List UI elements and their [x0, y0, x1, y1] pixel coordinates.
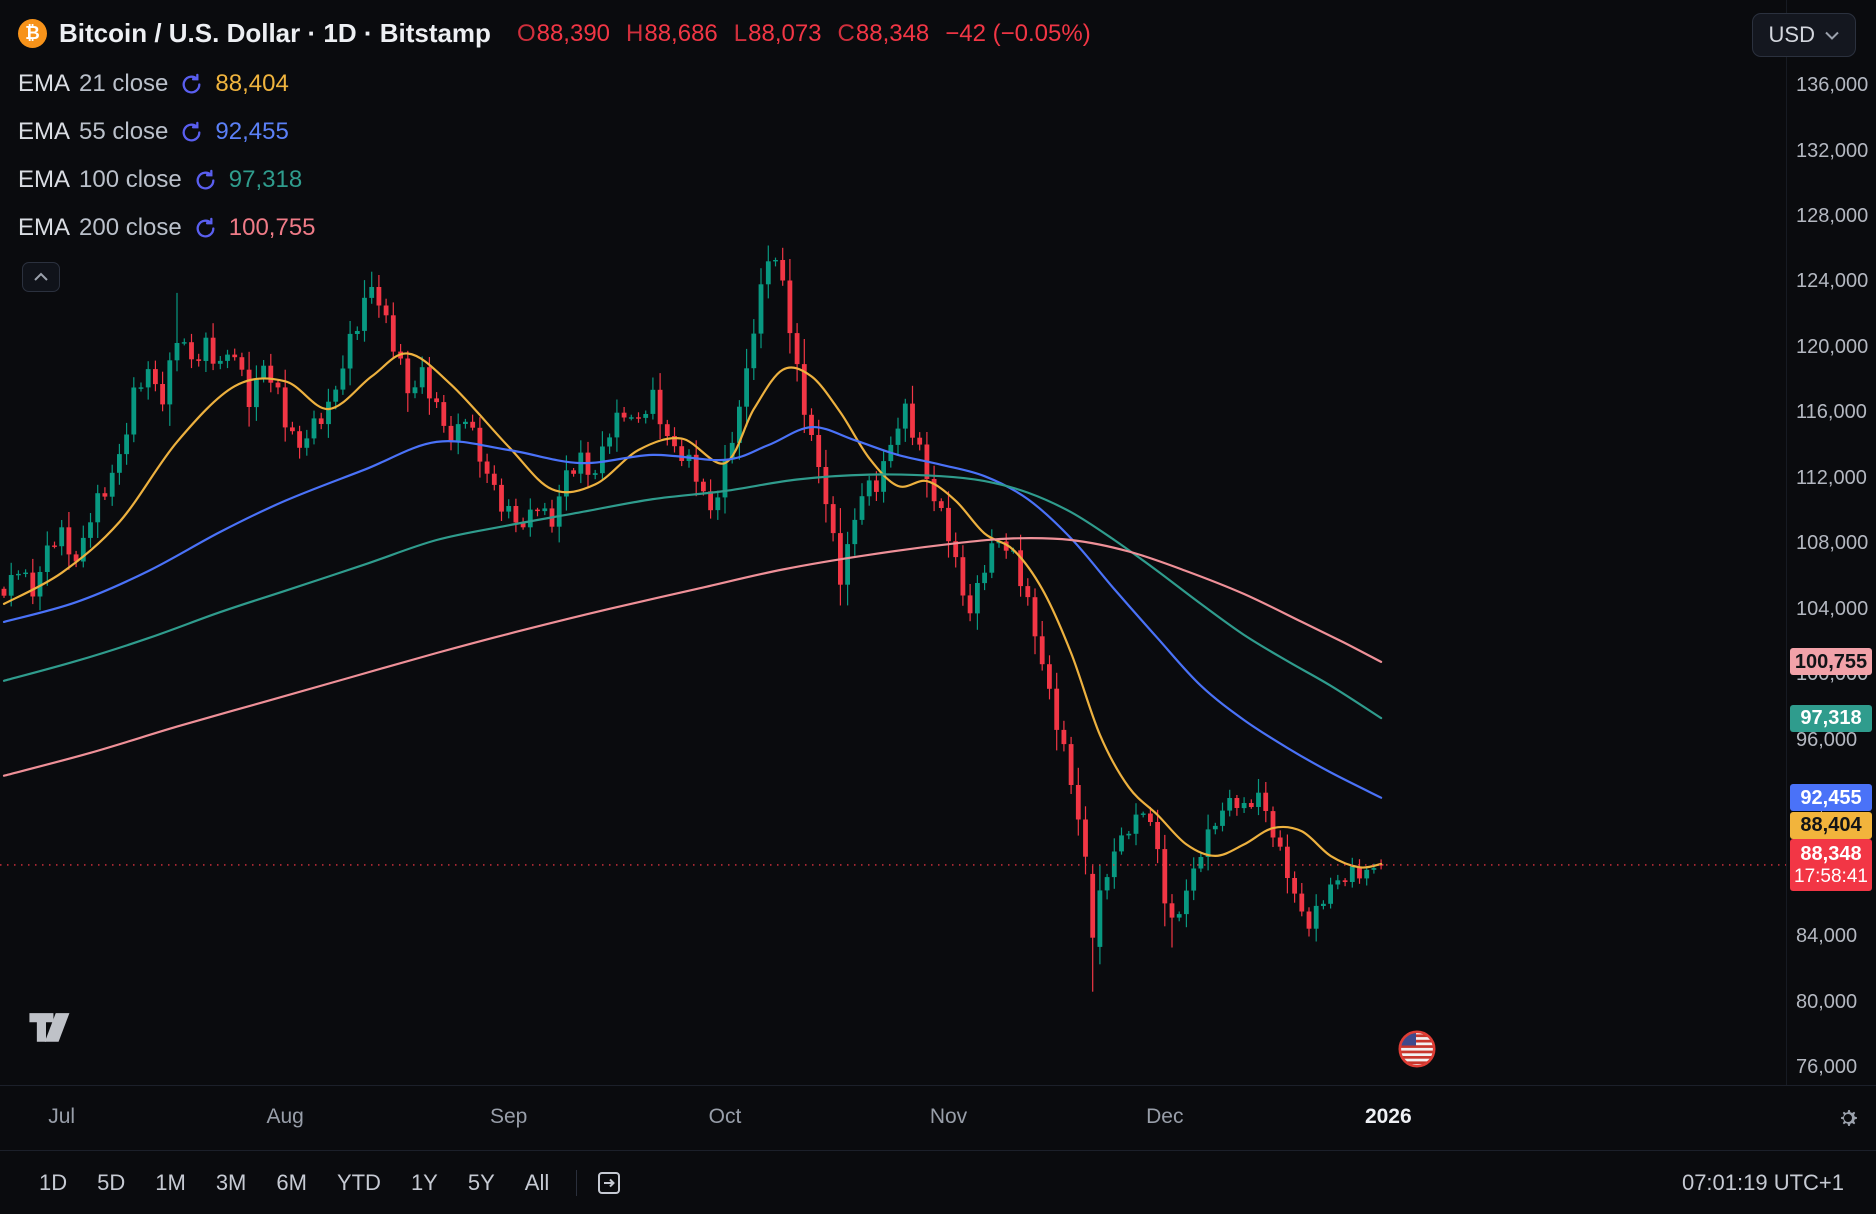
range-button-1y[interactable]: 1Y: [410, 1169, 438, 1195]
price-axis[interactable]: 76,00080,00084,00088,00092,00096,000100,…: [1786, 0, 1876, 1085]
high-value: H88,686: [626, 19, 718, 47]
price-tick-104,000: 104,000: [1796, 597, 1869, 620]
symbol-header: ₿ Bitcoin / U.S. Dollar · 1D · Bitstamp …: [18, 18, 1091, 49]
price-tick-136,000: 136,000: [1796, 74, 1869, 97]
open-value: O88,390: [516, 19, 611, 47]
price-tick-80,000: 80,000: [1796, 990, 1858, 1013]
tradingview-logo[interactable]: [25, 1012, 75, 1044]
collapse-indicators-button[interactable]: [22, 262, 60, 292]
indicator-value: 100,755: [228, 214, 316, 241]
indicator-value: 88,404: [215, 70, 289, 97]
indicator-params: 100 close: [79, 166, 182, 193]
indicator-name: EMA: [18, 166, 71, 193]
ohlc-readout: O88,390 H88,686 L88,073 C88,348 −42 (−0.…: [517, 20, 1091, 48]
price-tick-112,000: 112,000: [1796, 466, 1867, 489]
us-flag-icon[interactable]: [1398, 1030, 1436, 1068]
indicator-row-ema-55[interactable]: EMA 55 close 92,455: [18, 116, 289, 148]
ema-200-line: [2, 537, 1383, 777]
close-value: C88,348: [837, 19, 930, 47]
time-label-Oct: Oct: [708, 1105, 742, 1128]
range-button-5y[interactable]: 5Y: [467, 1169, 495, 1195]
refresh-icon[interactable]: [179, 120, 204, 145]
range-button-5d[interactable]: 5D: [97, 1169, 126, 1195]
indicator-name: EMA: [18, 214, 71, 241]
time-label-Nov: Nov: [929, 1105, 968, 1128]
currency-label: USD: [1768, 22, 1815, 47]
range-button-all[interactable]: All: [524, 1169, 550, 1195]
indicator-value: 97,318: [228, 166, 303, 193]
candlestick-layer: [1, 245, 1384, 992]
price-tick-124,000: 124,000: [1796, 270, 1869, 293]
symbol-title[interactable]: Bitcoin / U.S. Dollar · 1D · Bitstamp: [59, 18, 491, 48]
bitcoin-icon: ₿: [18, 19, 47, 48]
ema-100-line: [2, 473, 1383, 720]
chevron-down-icon: [1825, 31, 1839, 40]
change-value: −42 (−0.05%): [945, 19, 1091, 47]
time-label-2026: 2026: [1364, 1105, 1412, 1128]
chart-plot-area[interactable]: ₿ Bitcoin / U.S. Dollar · 1D · Bitstamp …: [0, 0, 1786, 1085]
price-badge-last-price: 88,348 17:58:41: [1790, 838, 1872, 891]
candlestick-chart[interactable]: [0, 0, 1786, 1085]
price-tick-128,000: 128,000: [1796, 205, 1869, 228]
refresh-icon[interactable]: [179, 72, 204, 97]
clock-display[interactable]: 07:01:19 UTC+1: [1681, 1169, 1844, 1195]
indicator-params: 55 close: [79, 118, 169, 145]
indicator-value: 92,455: [215, 118, 289, 145]
price-badge-ema-55: 92,455: [1790, 784, 1872, 812]
range-button-1m[interactable]: 1M: [155, 1169, 186, 1195]
range-button-3m[interactable]: 3M: [215, 1169, 247, 1195]
time-label-Dec: Dec: [1146, 1105, 1184, 1128]
price-badge-ema-200: 100,755: [1790, 648, 1872, 676]
time-label-Sep: Sep: [490, 1105, 528, 1128]
price-tick-132,000: 132,000: [1796, 139, 1869, 162]
price-badge-ema-21: 88,404: [1790, 811, 1872, 839]
price-tick-108,000: 108,000: [1796, 532, 1869, 555]
price-tick-96,000: 96,000: [1796, 728, 1858, 751]
price-tick-120,000: 120,000: [1796, 335, 1869, 358]
range-button-6m[interactable]: 6M: [276, 1169, 307, 1195]
indicator-params: 200 close: [79, 214, 182, 241]
indicator-row-ema-21[interactable]: EMA 21 close 88,404: [18, 68, 289, 100]
indicator-params: 21 close: [79, 70, 169, 97]
chevron-up-icon: [33, 272, 49, 282]
range-button-1d[interactable]: 1D: [39, 1169, 68, 1195]
price-tick-84,000: 84,000: [1796, 925, 1858, 948]
gear-icon[interactable]: [1836, 1106, 1860, 1130]
refresh-icon[interactable]: [193, 216, 218, 241]
go-to-date-icon[interactable]: [595, 1170, 623, 1196]
ema-21-line: [2, 352, 1383, 869]
currency-dropdown[interactable]: USD: [1751, 13, 1856, 57]
range-button-ytd[interactable]: YTD: [336, 1169, 381, 1195]
price-tick-76,000: 76,000: [1796, 1055, 1858, 1078]
price-badge-ema-100: 97,318: [1790, 704, 1872, 732]
low-value: L88,073: [733, 19, 822, 47]
ema-55-line: [2, 425, 1383, 799]
refresh-icon[interactable]: [193, 168, 218, 193]
indicator-row-ema-100[interactable]: EMA 100 close 97,318: [18, 164, 302, 196]
toolbar-divider: [576, 1169, 578, 1196]
time-label-Jul: Jul: [48, 1105, 76, 1128]
indicator-name: EMA: [18, 70, 71, 97]
indicator-name: EMA: [18, 118, 71, 145]
time-axis[interactable]: Jul Aug Sep Oct Nov Dec 2026: [0, 1085, 1876, 1150]
bottom-toolbar: 1D 5D 1M 3M 6M YTD 1Y 5Y All 07:01:19 UT…: [0, 1150, 1876, 1214]
time-label-Aug: Aug: [266, 1105, 304, 1128]
indicator-row-ema-200[interactable]: EMA 200 close 100,755: [18, 212, 316, 244]
price-tick-116,000: 116,000: [1796, 401, 1867, 424]
